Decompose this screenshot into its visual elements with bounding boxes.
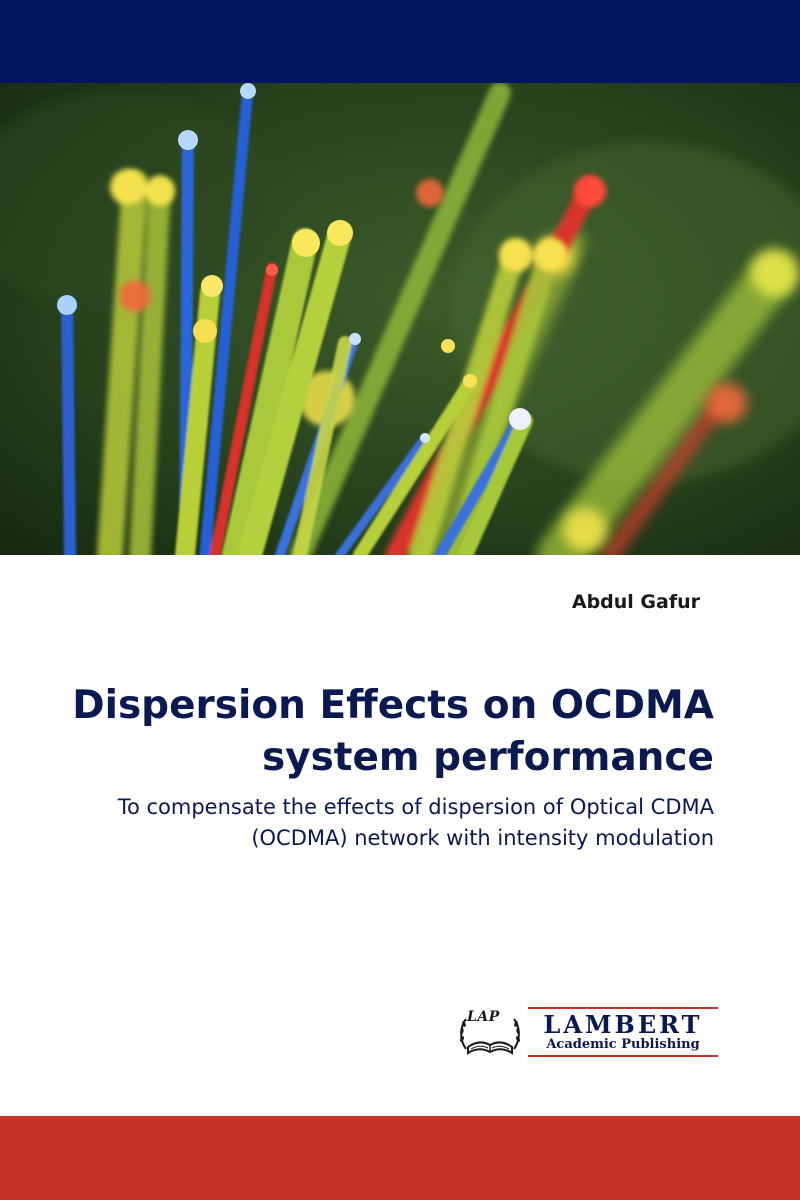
publisher-logo: LAP LAMBERT Academic Publishing [456, 1005, 718, 1059]
fiber-optic-illustration [0, 83, 800, 555]
publisher-rule-bottom [528, 1055, 718, 1057]
publisher-rule-top [528, 1007, 718, 1009]
top-color-band [0, 0, 800, 83]
book-title: Dispersion Effects on OCDMA system perfo… [72, 683, 714, 780]
publisher-subline: Academic Publishing [546, 1037, 700, 1052]
bottom-color-band [0, 1116, 800, 1200]
cover-photo [0, 83, 800, 555]
author-name: Abdul Gafur [571, 591, 700, 613]
publisher-badge: LAP [467, 1009, 500, 1025]
publisher-name: LAMBERT [543, 1010, 703, 1039]
open-book-laurel-icon [456, 1005, 524, 1059]
book-subtitle: To compensate the effects of dispersion … [117, 795, 714, 850]
